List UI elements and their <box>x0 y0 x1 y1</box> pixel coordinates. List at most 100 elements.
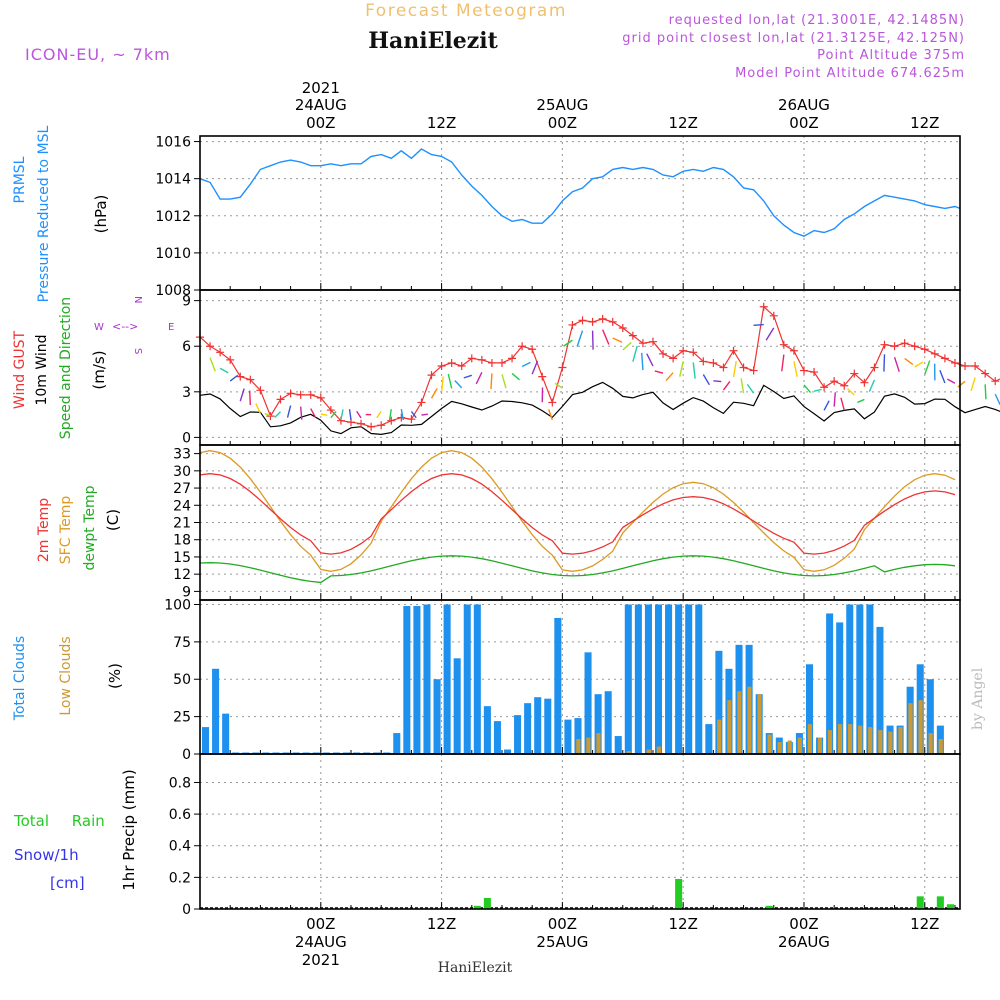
x-label-bottom: 00Z <box>548 915 577 933</box>
wind-direction-arrow <box>248 390 252 406</box>
wind-10m-label: 10m Wind <box>34 334 50 405</box>
pressure-ytick-label: 1008 <box>155 283 191 299</box>
clouds-ytick-label: 100 <box>164 597 191 613</box>
low-cloud-bar <box>596 733 601 754</box>
wind-gust-marker <box>266 412 275 421</box>
total-cloud-bar <box>554 617 562 754</box>
wind-direction-arrow <box>475 372 483 385</box>
wind-direction-arrow <box>632 345 638 362</box>
temp-2m-line <box>199 473 956 555</box>
total-cloud-bar <box>433 679 441 754</box>
pressure-line <box>200 148 960 237</box>
wind-direction-arrow <box>622 341 632 351</box>
wind-direction-arrow <box>563 339 573 347</box>
wind-gust-marker <box>689 348 698 357</box>
wind-gust-label: Wind GUST <box>12 330 28 409</box>
wind-gust-marker <box>357 419 366 428</box>
x-date-bottom: 25AUG <box>536 933 588 951</box>
wind-direction-arrow <box>813 388 822 392</box>
total-cloud-bar <box>574 718 582 754</box>
total-cloud-bar <box>534 697 542 754</box>
wind-ytick-label: 3 <box>182 385 191 401</box>
low-cloud-bar <box>898 727 903 754</box>
clouds-ytick-label: 0 <box>182 747 191 763</box>
wind-direction-arrow <box>531 360 539 375</box>
wind-compass-legend: N W <--> E S <box>94 296 174 354</box>
wind-direction-arrow <box>612 337 623 343</box>
rain-bar <box>675 878 683 909</box>
wind-direction-arrow <box>209 357 216 372</box>
total-cloud-bar <box>393 733 401 754</box>
prmsl-label: PRMSL <box>12 156 28 203</box>
low-cloud-bar <box>656 746 661 754</box>
wind-gust-marker <box>739 363 748 372</box>
x-year-top: 2021 <box>302 79 340 97</box>
wind-gust-marker <box>578 316 587 325</box>
wind-gust-marker <box>497 358 506 367</box>
total-cloud-bar <box>483 706 491 754</box>
total-cloud-bar <box>544 698 552 754</box>
wind-direction-arrow <box>840 397 845 411</box>
wind-gust-marker <box>568 320 577 329</box>
rain-bar <box>936 896 944 909</box>
wind-gust-marker <box>477 355 486 364</box>
wind-gust-marker <box>920 345 929 354</box>
wind-direction-arrow <box>554 382 563 389</box>
total-cloud-bar <box>624 604 632 754</box>
pressure-panel-labels: PRMSL Pressure Reduced to MSL (hPa) <box>12 125 110 302</box>
low-cloud-bar <box>868 727 873 754</box>
wind-direction-arrow <box>893 357 900 372</box>
wind-gust-marker <box>769 311 778 320</box>
wind-direction-arrow <box>646 353 654 367</box>
wind-gust-marker <box>880 340 889 349</box>
total-cloud-bar <box>403 605 411 754</box>
wind-gust-marker <box>900 339 909 348</box>
wind-direction-arrow <box>400 409 404 421</box>
wind-direction-arrow <box>970 377 976 392</box>
low-cloud-bar <box>576 739 581 754</box>
total-cloud-bar <box>503 749 512 754</box>
clouds-ytick-label: 50 <box>173 672 191 688</box>
wind-gust-marker <box>699 357 708 366</box>
x-date-bottom: 26AUG <box>778 933 830 951</box>
low-cloud-bar <box>858 725 863 754</box>
low-cloud-bar <box>827 730 833 754</box>
rain-bar <box>946 904 954 909</box>
wind-gust-marker <box>528 345 537 354</box>
wind-direction-arrow <box>857 398 865 404</box>
low-cloud-bar <box>797 737 802 754</box>
pressure-panel: 1008 1010 1012 1014 1016 <box>155 135 960 299</box>
total-cloud-bar <box>695 604 703 754</box>
snow-unit-label: [cm] <box>50 874 85 892</box>
wind-direction-arrow <box>255 403 262 414</box>
wind-direction-arrow <box>356 410 362 419</box>
wind-direction-arrow <box>447 373 453 389</box>
low-cloud-bar <box>717 719 722 754</box>
wind-gust-marker <box>548 398 557 407</box>
x-label-bottom: 12Z <box>668 915 697 933</box>
wind-gust-marker <box>538 372 547 381</box>
wind-direction-arrow <box>740 378 745 394</box>
total-cloud-bar <box>866 604 874 754</box>
low-cloud-bar <box>878 730 883 754</box>
low-cloud-bar <box>787 740 792 754</box>
wind-gust-marker <box>417 398 426 407</box>
wind-direction-arrow <box>679 361 684 377</box>
total-cloud-bar <box>604 691 612 754</box>
total-cloud-bar <box>564 719 572 754</box>
wind-gust-marker <box>850 369 859 378</box>
temperature-ytick-label: 9 <box>182 584 191 600</box>
total-cloud-bar <box>685 604 693 754</box>
low-clouds-label: Low Clouds <box>58 636 74 715</box>
total-rain-label: Total Rain <box>13 812 105 830</box>
total-cloud-bar <box>614 736 622 754</box>
pressure-frame <box>199 135 961 291</box>
wind-gust-marker <box>387 416 396 425</box>
wind-gust-marker <box>608 317 617 326</box>
temperature-ytick-label: 24 <box>173 498 191 514</box>
temp-unit: (C) <box>104 509 122 531</box>
wind-direction-arrow <box>576 330 584 347</box>
low-cloud-bar <box>747 686 752 754</box>
compass-arrows: <--> <box>112 320 138 333</box>
